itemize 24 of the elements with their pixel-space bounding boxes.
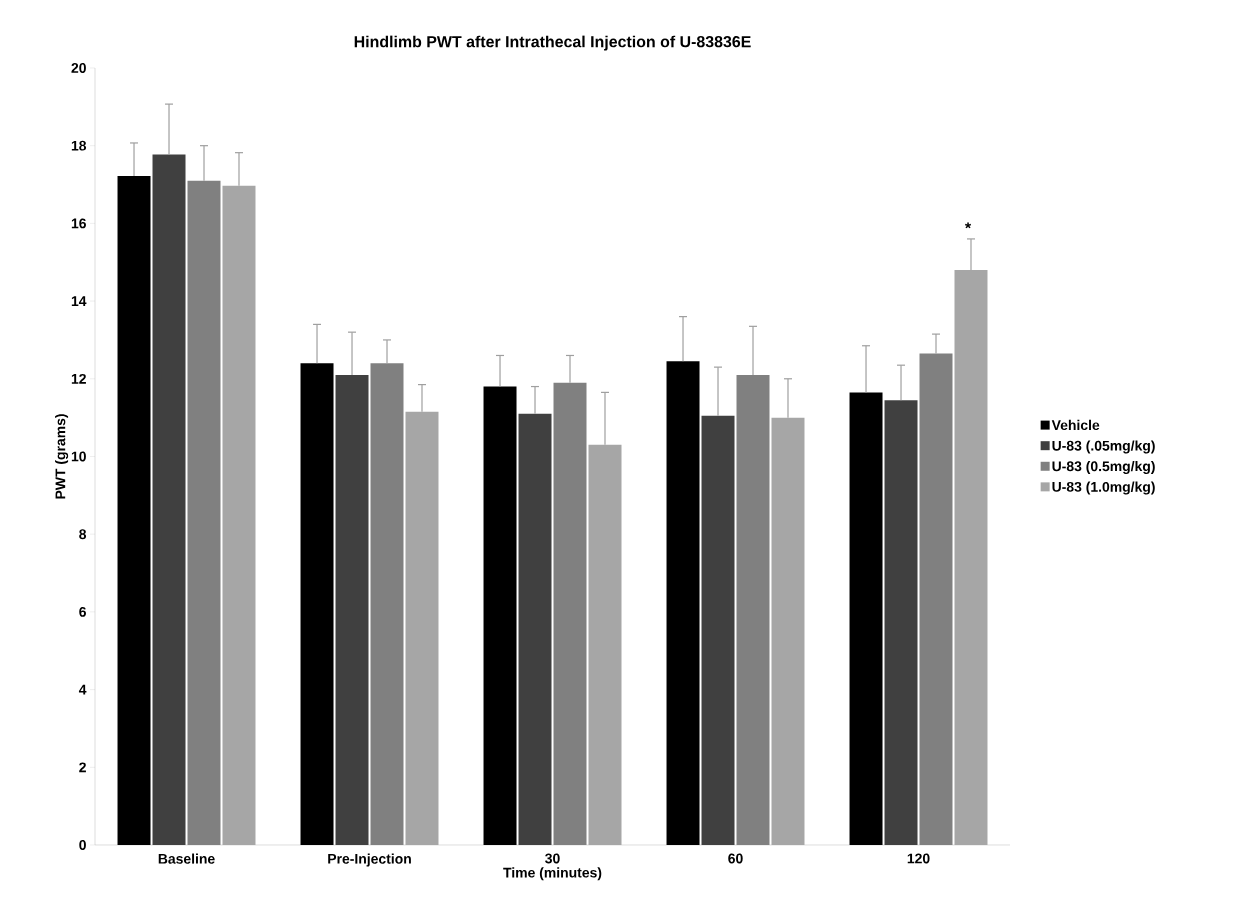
annotation: *	[964, 222, 972, 229]
legend-label: U-83 (0.5mg/kg)	[1052, 460, 1155, 475]
y-tick-label: 16	[71, 218, 86, 229]
y-axis-title: PWT (grams)	[55, 414, 69, 499]
y-tick-label: 10	[71, 451, 86, 462]
chart-title: Hindlimb PWT after Intrathecal Injection of U-83836E	[354, 35, 751, 51]
x-tick-label: 60	[728, 853, 743, 864]
legend-label: U-83 (.05mg/kg)	[1052, 440, 1155, 454]
legend-label: Vehicle	[1051, 419, 1100, 431]
y-tick-label: 14	[71, 296, 87, 306]
y-tick-label: 6	[79, 606, 86, 617]
y-tick-label: 12	[71, 373, 86, 384]
y-tick-label: 18	[71, 140, 87, 151]
x-tick-label: Pre-Injection	[328, 853, 411, 867]
x-axis-title: Time (minutes)	[503, 867, 602, 881]
y-tick-label: 2	[79, 762, 86, 773]
legend-label: U-83 (1.0mg/kg)	[1052, 481, 1155, 495]
y-tick-label: 20	[71, 63, 86, 73]
y-tick-label: 0	[79, 840, 86, 850]
y-tick-label: 8	[79, 529, 87, 540]
y-tick-label: 4	[78, 684, 87, 695]
x-tick-label: Baseline	[158, 853, 215, 864]
x-tick-label: 30	[545, 853, 560, 864]
x-tick-label: 120	[907, 853, 930, 864]
